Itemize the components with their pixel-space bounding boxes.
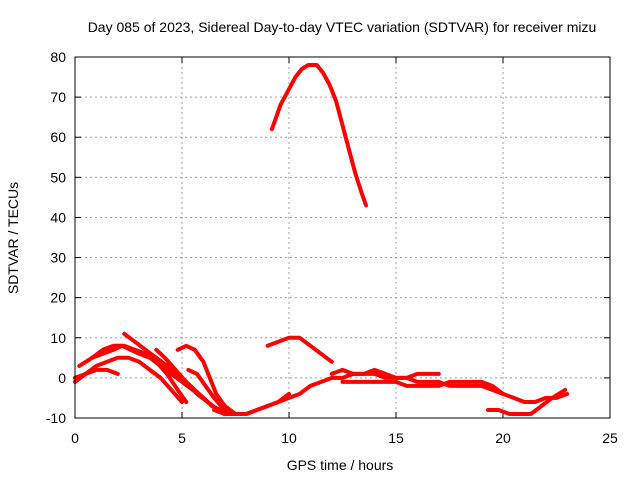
y-axis-label: SDTVAR / TECUs (5, 182, 21, 294)
series-arc-14 (269, 63, 368, 208)
series-layer (73, 63, 570, 416)
y-tick-label: 60 (50, 129, 66, 145)
series-arc-1 (73, 355, 184, 404)
y-tick-label: 0 (58, 370, 66, 386)
chart-title: Day 085 of 2023, Sidereal Day-to-day VTE… (88, 19, 597, 35)
x-tick-label: 20 (495, 430, 511, 446)
grid (75, 57, 610, 418)
x-axis-label: GPS time / hours (287, 457, 394, 473)
y-tick-label: 70 (50, 89, 66, 105)
x-tick-label: 15 (388, 430, 404, 446)
series-arc-10 (265, 335, 334, 364)
tick-labels: 0 5 10 15 20 25 -10 0 10 20 30 40 50 60 70 80 (46, 49, 618, 446)
y-tick-label: 80 (50, 49, 66, 65)
y-tick-label: 20 (50, 290, 66, 306)
x-tick-label: 10 (281, 430, 297, 446)
series-arc-6 (154, 347, 227, 416)
series-arc-13 (486, 387, 568, 416)
y-tick-label: 40 (50, 209, 66, 225)
x-tick-label: 0 (71, 430, 79, 446)
x-tick-label: 5 (178, 430, 186, 446)
x-tick-label: 25 (602, 430, 618, 446)
y-tick-label: -10 (46, 410, 66, 426)
y-tick-label: 10 (50, 330, 66, 346)
series-arc-3 (73, 367, 120, 380)
series-arc-11 (340, 379, 505, 396)
series-arc-12 (329, 367, 441, 380)
y-tick-label: 30 (50, 250, 66, 266)
y-tick-label: 50 (50, 169, 66, 185)
plot-frame (74, 56, 611, 419)
